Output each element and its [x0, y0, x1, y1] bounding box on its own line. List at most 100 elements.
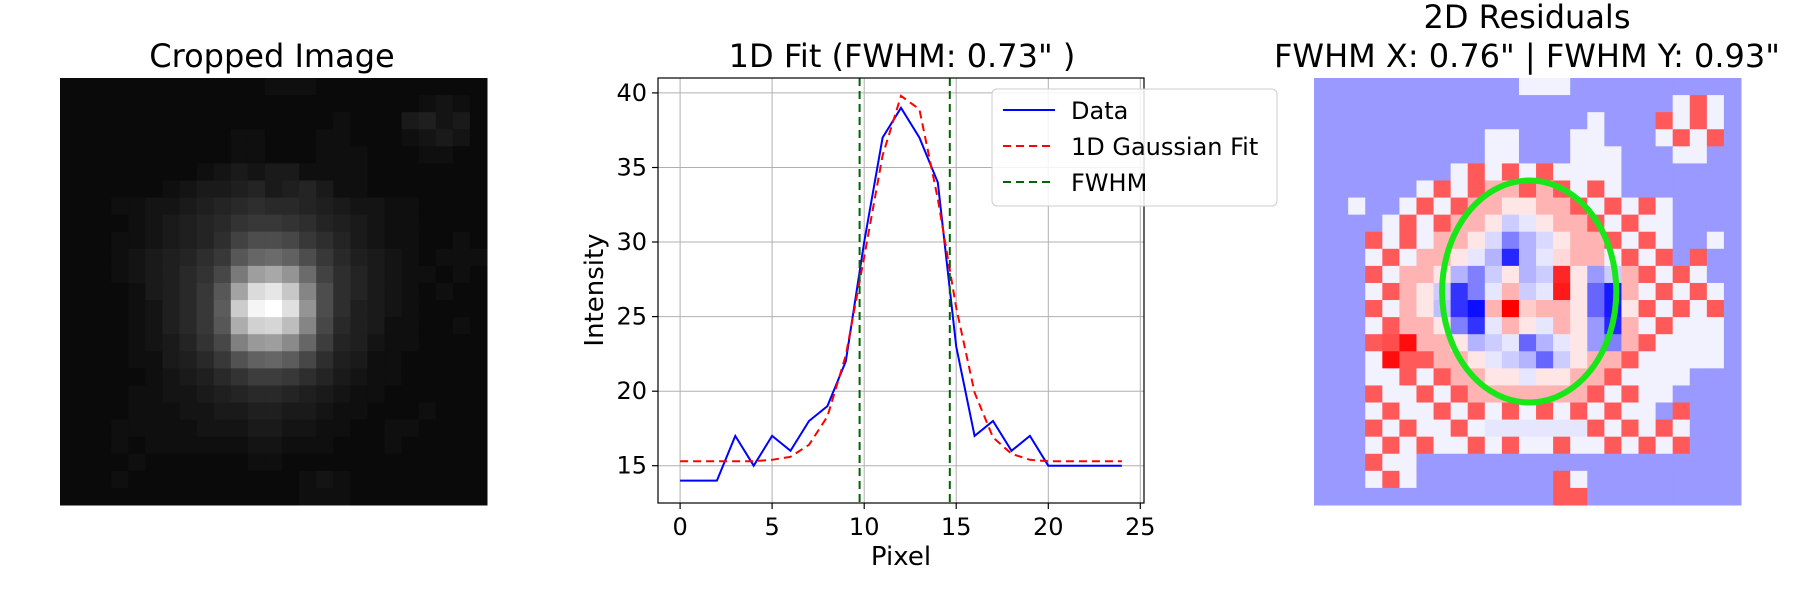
image-cell-18-19 [384, 385, 403, 404]
image-cell-21-5 [145, 436, 163, 455]
image-cell-10-12 [264, 248, 283, 267]
image-cell-0-11 [247, 78, 266, 96]
image-cell-14-23 [452, 317, 471, 335]
residual-cell-13-20 [1655, 300, 1674, 318]
residual-cell-4-5 [1399, 146, 1417, 164]
residual-cell-5-22 [1689, 163, 1708, 181]
image-cell-4-23 [452, 146, 471, 164]
residual-cell-21-12 [1518, 436, 1537, 455]
image-cell-14-19 [384, 317, 403, 335]
residual-cell-11-23 [1706, 265, 1725, 284]
image-cell-16-5 [145, 351, 163, 369]
image-cell-4-4 [128, 146, 146, 164]
residual-cell-1-7 [1433, 95, 1452, 113]
residual-cell-21-7 [1433, 436, 1452, 455]
y-tick-label: 30 [616, 228, 647, 256]
image-cell-19-21 [418, 402, 437, 421]
residual-cell-21-4 [1382, 436, 1400, 455]
image-cell-3-18 [367, 129, 386, 147]
image-cell-8-4 [128, 214, 146, 233]
image-cell-8-18 [367, 214, 386, 233]
residual-cell-13-18 [1621, 300, 1640, 318]
image-cell-22-22 [435, 453, 454, 472]
image-cell-5-17 [350, 163, 368, 181]
residual-cell-15-1 [1331, 334, 1349, 352]
residual-cell-2-16 [1587, 112, 1605, 130]
image-cell-1-12 [264, 95, 283, 113]
image-cell-6-15 [316, 180, 334, 199]
residual-cell-6-19 [1638, 180, 1657, 199]
image-cell-16-16 [333, 351, 351, 369]
image-cell-6-19 [384, 180, 403, 199]
image-cell-2-12 [264, 112, 283, 130]
image-cell-11-11 [247, 265, 266, 284]
image-cell-16-13 [282, 351, 300, 369]
image-cell-7-18 [367, 197, 386, 216]
residual-cell-17-2 [1348, 368, 1366, 386]
image-cell-22-6 [162, 453, 181, 472]
image-cell-21-7 [179, 436, 198, 455]
residual-cell-4-15 [1570, 146, 1588, 164]
image-cell-11-0 [60, 265, 78, 284]
residual-cell-6-12 [1518, 180, 1537, 199]
image-cell-9-12 [264, 231, 283, 250]
image-cell-8-20 [401, 214, 420, 233]
image-cell-15-17 [350, 334, 368, 352]
image-cell-4-10 [230, 146, 249, 164]
residual-cell-6-18 [1621, 180, 1640, 199]
image-cell-12-15 [316, 282, 334, 301]
image-cell-14-10 [230, 317, 249, 335]
residual-cell-12-17 [1604, 282, 1622, 301]
residual-cell-0-16 [1587, 78, 1605, 96]
image-cell-17-23 [452, 368, 471, 386]
image-cell-5-22 [435, 163, 454, 181]
residual-cell-3-6 [1416, 129, 1435, 147]
residual-cell-4-23 [1706, 146, 1725, 164]
image-cell-4-13 [282, 146, 300, 164]
image-cell-3-17 [350, 129, 368, 147]
image-cell-23-24 [469, 470, 488, 489]
residual-cell-12-2 [1348, 282, 1366, 301]
residual-cell-4-14 [1553, 146, 1571, 164]
residual-cell-13-5 [1399, 300, 1417, 318]
residual-cell-13-16 [1587, 300, 1605, 318]
image-cell-11-19 [384, 265, 403, 284]
residual-cell-7-4 [1382, 197, 1400, 216]
image-cell-14-20 [401, 317, 420, 335]
residual-cell-23-21 [1672, 470, 1691, 489]
residual-cell-2-12 [1518, 112, 1537, 130]
image-cell-14-22 [435, 317, 454, 335]
image-cell-20-4 [128, 419, 146, 438]
image-cell-7-20 [401, 197, 420, 216]
residual-cell-8-4 [1382, 214, 1400, 233]
image-cell-4-17 [350, 146, 368, 164]
residual-cell-23-8 [1450, 470, 1469, 489]
residual-cell-4-1 [1331, 146, 1349, 164]
residual-cell-3-10 [1484, 129, 1503, 147]
image-cell-18-6 [162, 385, 181, 404]
residual-cell-10-0 [1314, 248, 1332, 267]
residual-cell-5-1 [1331, 163, 1349, 181]
image-cell-1-21 [418, 95, 437, 113]
image-cell-24-8 [196, 487, 215, 506]
residual-cell-11-16 [1587, 265, 1605, 284]
residual-cell-12-19 [1638, 282, 1657, 301]
image-cell-14-21 [418, 317, 437, 335]
residual-cell-2-10 [1484, 112, 1503, 130]
residual-cell-6-7 [1433, 180, 1452, 199]
image-cell-4-16 [333, 146, 351, 164]
image-cell-14-17 [350, 317, 368, 335]
image-cell-6-6 [162, 180, 181, 199]
residual-cell-23-2 [1348, 470, 1366, 489]
residual-cell-17-8 [1450, 368, 1469, 386]
image-cell-16-20 [401, 351, 420, 369]
residual-cell-16-7 [1433, 351, 1452, 369]
image-cell-19-8 [196, 402, 215, 421]
residual-cell-4-11 [1501, 146, 1520, 164]
residual-cell-6-20 [1655, 180, 1674, 199]
image-cell-17-15 [316, 368, 334, 386]
residual-cell-20-1 [1331, 419, 1349, 438]
residual-cell-11-20 [1655, 265, 1674, 284]
residual-cell-9-18 [1621, 231, 1640, 250]
residual-cell-0-19 [1638, 78, 1657, 96]
